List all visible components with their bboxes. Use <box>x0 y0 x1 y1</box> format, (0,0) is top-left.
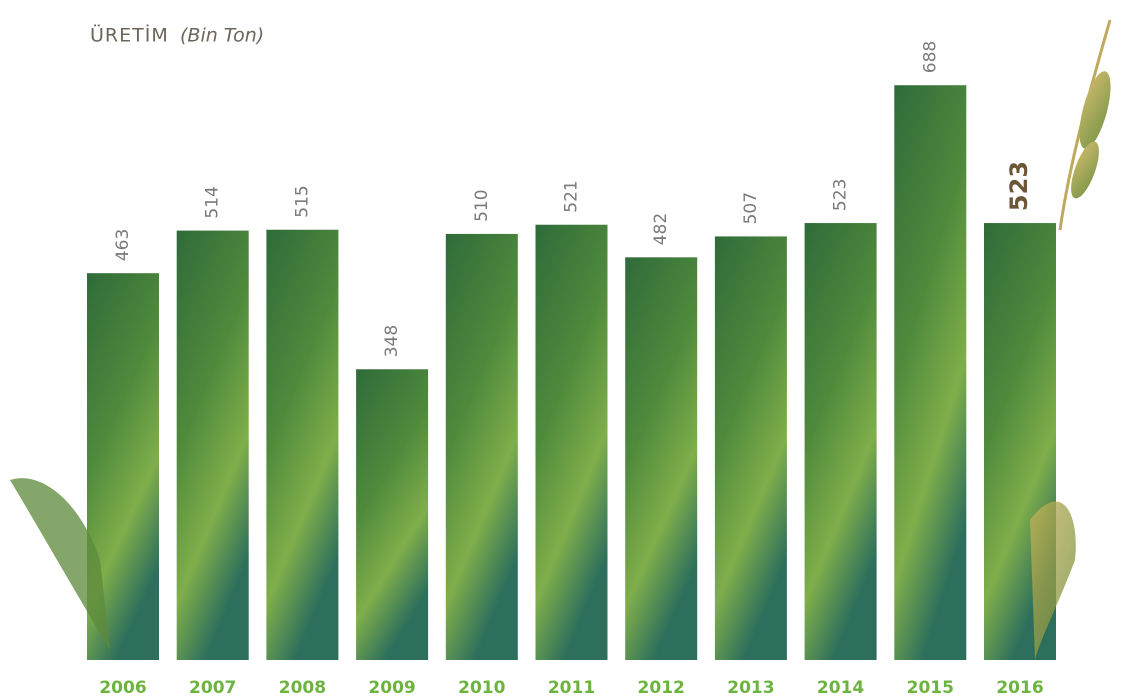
value-label: 688 <box>920 41 940 73</box>
x-tick-label: 2013 <box>727 678 774 698</box>
x-tick-label: 2008 <box>279 678 326 698</box>
bar <box>804 223 877 660</box>
value-label: 348 <box>382 325 402 357</box>
chart-title: ÜRETİM <box>90 24 169 47</box>
x-tick-label: 2011 <box>548 678 595 698</box>
bar <box>356 369 429 660</box>
value-label: 510 <box>472 189 492 221</box>
value-label: 523 <box>1005 161 1033 211</box>
value-label: 463 <box>113 229 133 261</box>
x-tick-label: 2010 <box>458 678 505 698</box>
wheat-decoration <box>10 19 1112 660</box>
value-label: 515 <box>292 185 312 217</box>
x-tick-label: 2015 <box>907 678 954 698</box>
bar <box>176 230 249 660</box>
bar <box>445 233 518 660</box>
x-tick-label: 2012 <box>638 678 685 698</box>
value-label: 507 <box>741 192 761 224</box>
value-label: 523 <box>831 179 851 211</box>
x-tick-label: 2006 <box>99 678 146 698</box>
bars: 2006 463 2007 514 2008 515 2009 348 2010 510 2011 5… <box>87 41 1056 698</box>
bar <box>894 85 967 660</box>
unit-label: (Bin Ton) <box>180 25 264 47</box>
bar <box>625 257 698 660</box>
bar <box>266 229 339 661</box>
bar <box>714 236 787 661</box>
value-label: 514 <box>203 186 223 218</box>
x-tick-label: 2016 <box>996 678 1043 698</box>
x-tick-label: 2014 <box>817 678 864 698</box>
bar <box>535 224 608 660</box>
x-tick-label: 2007 <box>189 678 236 698</box>
value-label: 482 <box>651 213 671 245</box>
x-tick-label: 2009 <box>368 678 415 698</box>
value-label: 521 <box>562 180 582 212</box>
